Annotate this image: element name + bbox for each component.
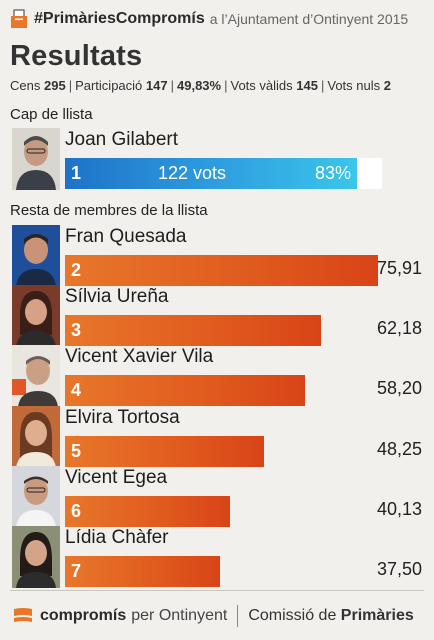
candidate-row: Vicent Xavier Vila 4 58,20 (12, 345, 422, 407)
candidate-position: 4 (71, 380, 82, 400)
ballot-box-icon (11, 9, 27, 28)
nuls-label: Vots nuls (327, 78, 381, 93)
candidate-name: Lídia Chàfer (65, 527, 169, 548)
score-bar: 3 (65, 315, 321, 346)
candidate-name: Joan Gilabert (65, 129, 179, 150)
cens-value: 295 (43, 78, 66, 93)
vote-bar: 1 122 vots 83% (65, 158, 357, 189)
candidate-row: Vicent Egea 6 40,13 (12, 466, 422, 528)
footer-divider (10, 590, 424, 591)
app-header: #PrimàriesCompromís a l’Ajuntament d’Ont… (10, 8, 408, 30)
footer-commission: Comissió de (248, 607, 337, 624)
cens-label: Cens (10, 78, 41, 93)
candidate-score: 37,50 (376, 559, 422, 579)
footer-separator (237, 605, 239, 627)
candidate-name: Elvira Tortosa (65, 407, 180, 428)
candidate-photo (12, 225, 60, 287)
candidate-name: Sílvia Ureña (65, 286, 169, 307)
candidate-score: 40,13 (376, 499, 422, 519)
candidate-row: Elvira Tortosa 5 48,25 (12, 406, 422, 468)
candidate-row: Sílvia Ureña 3 62,18 (12, 285, 422, 347)
participacio-value: 147 (145, 78, 168, 93)
candidate-photo (12, 128, 60, 190)
candidate-name: Vicent Egea (65, 467, 168, 488)
candidate-position: 5 (71, 441, 82, 461)
candidate-score: 75,91 (376, 258, 422, 278)
candidate-name: Fran Quesada (65, 226, 187, 247)
score-bar: 7 (65, 556, 220, 587)
candidate-row: Lídia Chàfer 7 37,50 (12, 526, 422, 588)
score-bar: 2 (65, 255, 378, 286)
candidate-photo (12, 345, 60, 407)
rest-section-label: Resta de membres de la llista (10, 202, 208, 219)
score-bar: 5 (65, 436, 264, 467)
candidate-position: 2 (71, 260, 82, 280)
score-bar: 6 (65, 496, 230, 527)
candidate-photo (12, 526, 60, 588)
head-candidate: Joan Gilabert 1 122 vots 83% (12, 128, 422, 190)
footer-brand: compromís (40, 607, 127, 624)
candidate-position: 3 (71, 320, 82, 340)
candidate-row: Fran Quesada 2 75,91 (12, 225, 422, 287)
vote-percent: 83% (314, 163, 351, 183)
candidate-score: 58,20 (376, 378, 422, 398)
score-bar: 4 (65, 375, 305, 406)
compromis-logo-icon (14, 608, 32, 622)
participacio-label: Participació (75, 78, 143, 93)
vote-count: 122 vots (158, 163, 227, 183)
candidate-name: Vicent Xavier Vila (65, 346, 214, 367)
candidate-position: 7 (71, 561, 82, 581)
candidate-position: 1 (71, 163, 82, 183)
candidate-score: 48,25 (376, 439, 422, 459)
footer-primaries: Primàries (340, 607, 414, 624)
candidate-photo (12, 466, 60, 528)
footer-city: per Ontinyent (131, 607, 228, 624)
candidate-photo (12, 406, 60, 468)
candidate-score: 62,18 (376, 318, 422, 338)
candidate-photo (12, 285, 60, 347)
page-title: Resultats (10, 40, 143, 72)
footer: compromís per Ontinyent Comissió de Prim… (12, 604, 414, 628)
head-section-label: Cap de llista (10, 106, 93, 123)
participacio-percent: 49,83% (177, 78, 222, 93)
candidate-position: 6 (71, 501, 82, 521)
nuls-value: 2 (383, 78, 391, 93)
valids-value: 145 (296, 78, 318, 93)
header-subtitle: a l’Ajuntament d’Ontinyent 2015 (209, 11, 409, 27)
valids-label: Vots vàlids (230, 78, 293, 93)
hashtag-title: #PrimàriesCompromís (34, 10, 205, 27)
stats-line: Cens 295 | Participació 147 | 49,83% | Vots và… (10, 78, 391, 93)
